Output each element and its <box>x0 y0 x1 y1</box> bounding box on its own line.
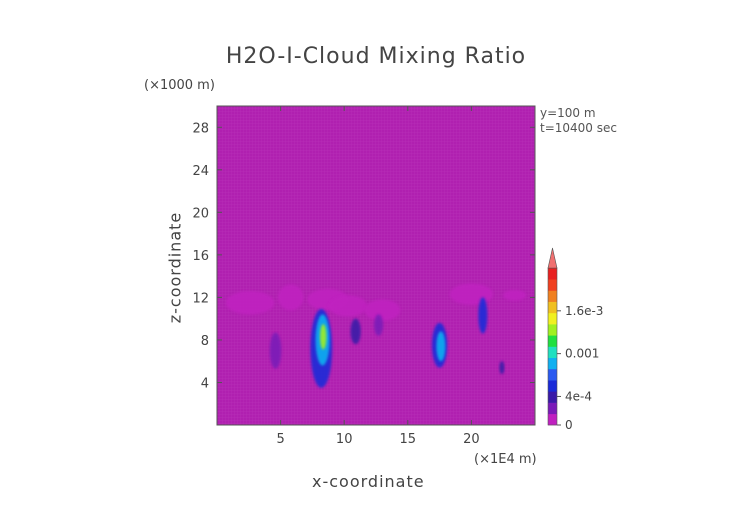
colorbar-segment <box>548 346 557 359</box>
annotation-y-position: y=100 m <box>540 106 596 120</box>
colorbar-segment <box>548 357 557 370</box>
colorbar-tick-label: 0 <box>565 418 573 432</box>
cloud-feature <box>436 331 446 362</box>
colorbar-segment <box>548 290 557 302</box>
y-tick-label: 8 <box>201 334 209 349</box>
cloud-feature <box>278 284 304 311</box>
cloud-feature <box>350 318 361 345</box>
x-axis-label: x-coordinate <box>312 472 425 491</box>
colorbar-tick-label: 4e-4 <box>565 389 592 403</box>
colorbar-segment <box>548 324 557 336</box>
y-tick-label: 20 <box>192 206 209 221</box>
x-tick-label: 15 <box>400 432 417 447</box>
colorbar-tick-label: 1.6e-3 <box>565 304 603 318</box>
cloud-feature <box>503 289 527 301</box>
y-tick-label: 4 <box>201 376 209 391</box>
annotation-time: t=10400 sec <box>540 121 617 135</box>
colorbar-segment <box>548 335 557 347</box>
y-tick-label: 24 <box>192 164 209 179</box>
x-tick-label: 10 <box>336 432 353 447</box>
colorbar-segment <box>548 268 557 280</box>
colorbar-segment <box>548 391 557 403</box>
plot-frame <box>216 105 536 426</box>
cloud-feature <box>374 314 383 336</box>
colorbar-segment <box>548 380 557 392</box>
cloud-feature <box>269 332 282 369</box>
y-axis-unit: (×1000 m) <box>144 78 215 93</box>
x-tick-label: 20 <box>463 432 480 447</box>
colorbar: 0 4e-4 0.001 1.6e-3 <box>547 247 603 432</box>
plot-grid-texture <box>217 106 535 425</box>
cloud-feature <box>225 291 275 315</box>
cloud-features <box>225 283 527 388</box>
cloud-feature <box>328 295 368 317</box>
cloud-feature <box>364 299 401 321</box>
x-tick-label: 5 <box>276 432 284 447</box>
y-tick-label: 16 <box>192 249 209 264</box>
y-tick-label: 28 <box>192 121 209 136</box>
colorbar-segment <box>548 279 557 291</box>
axes: 5 10 15 20 4 8 12 16 20 24 28 <box>192 105 536 447</box>
y-tick-label: 12 <box>192 291 209 306</box>
cloud-feature <box>320 323 327 350</box>
cloud-feature <box>478 297 488 334</box>
colorbar-tick-label: 0.001 <box>565 347 599 361</box>
cloud-feature <box>449 283 494 305</box>
chart-title: H2O-I-Cloud Mixing Ratio <box>225 44 527 69</box>
colorbar-segment <box>548 312 557 325</box>
colorbar-segment <box>548 413 557 426</box>
x-axis-unit: (×1E4 m) <box>474 452 537 467</box>
cloud-feature <box>499 361 505 374</box>
colorbar-segment <box>548 301 557 314</box>
colorbar-extend-arrow <box>547 247 558 269</box>
colorbar-segment <box>548 402 557 415</box>
plot-area <box>217 106 535 425</box>
colorbar-segment <box>548 368 557 381</box>
